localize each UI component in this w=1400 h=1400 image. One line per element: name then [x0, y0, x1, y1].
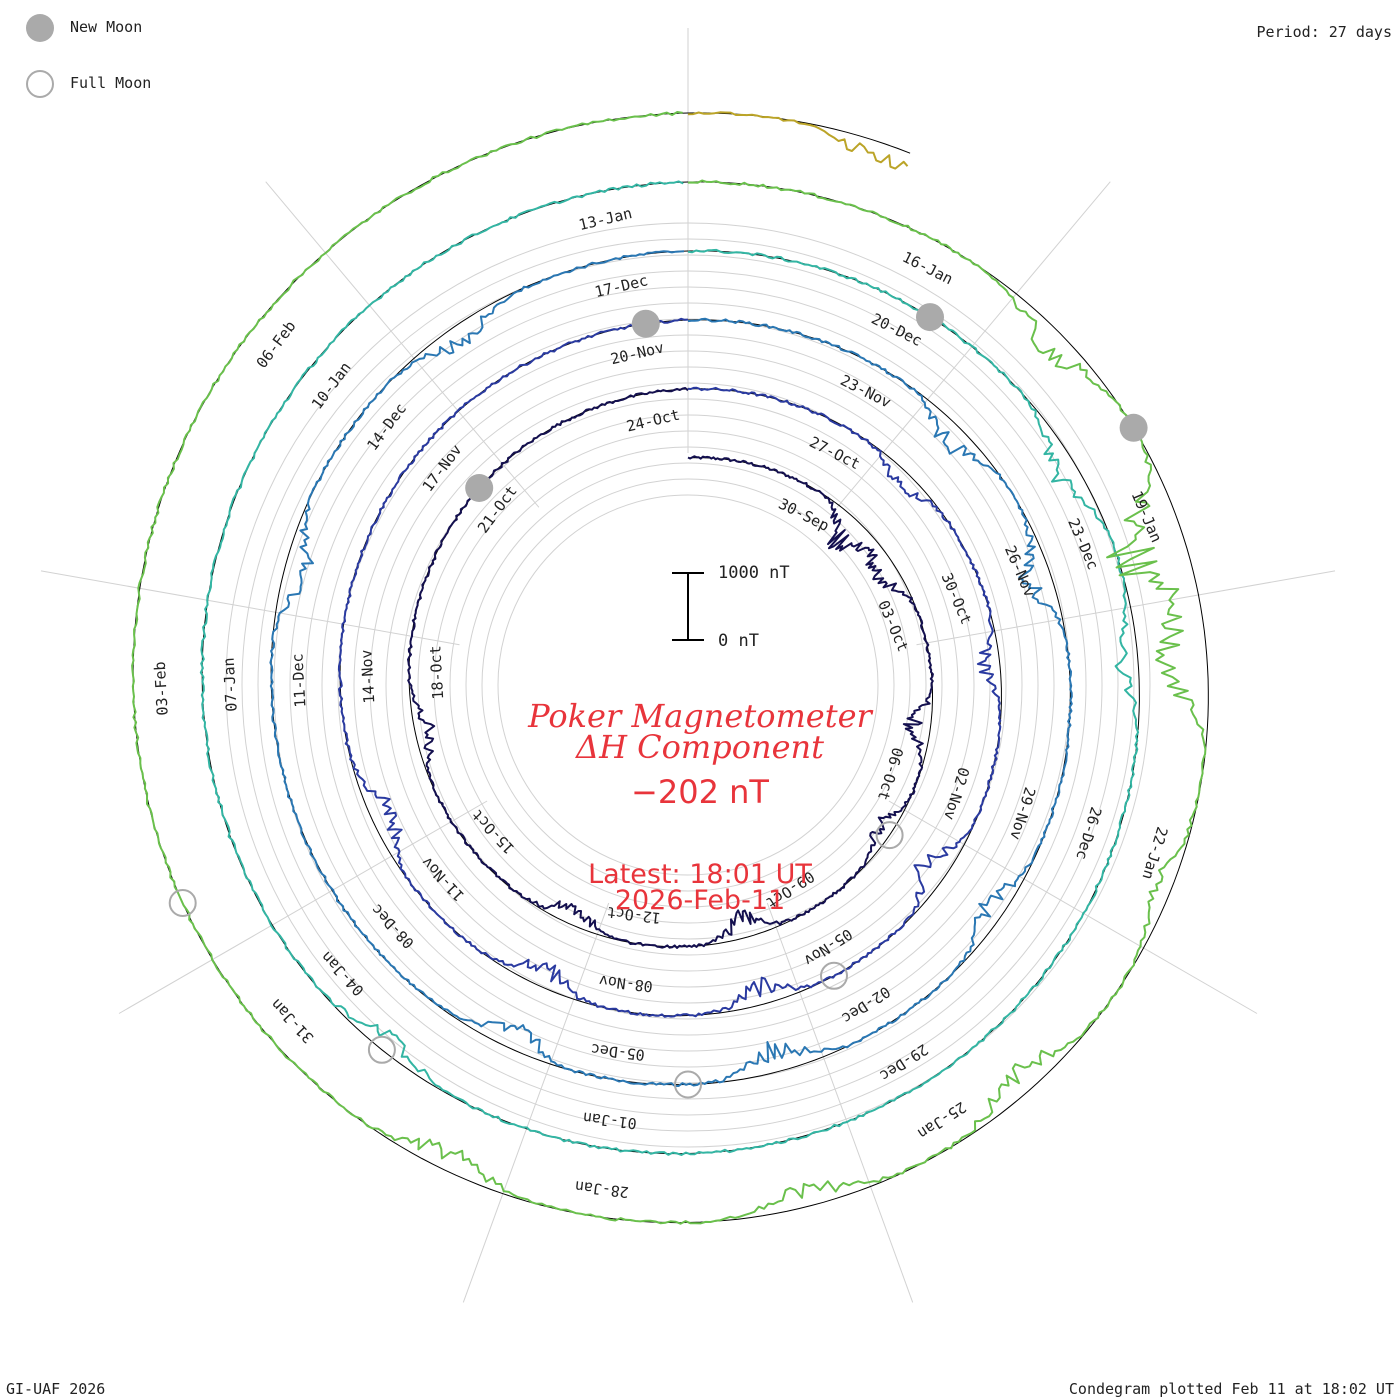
scale-bar [672, 572, 704, 641]
current-value: −202 nT [631, 773, 769, 811]
date-label: 02-Dec [838, 983, 893, 1028]
date-label: 18-Oct [426, 645, 447, 700]
chart-title-line2: ΔH Component [575, 728, 825, 766]
new-moon-marker [916, 303, 944, 332]
date-label: 01-Jan [582, 1109, 638, 1133]
date-label: 14-Nov [357, 649, 378, 704]
grid-spoke [118, 800, 488, 1014]
latest-time: Latest: 18:01 UT [588, 859, 812, 890]
grid-ring [481, 478, 895, 892]
date-label: 03-Feb [151, 661, 172, 716]
new-moon-label: New Moon [70, 18, 143, 36]
date-label: 26-Nov [1001, 543, 1039, 600]
polar-grid [40, 28, 1336, 1303]
date-label: 17-Dec [593, 271, 650, 301]
date-label: 23-Dec [1064, 516, 1102, 573]
date-label: 26-Dec [1072, 805, 1105, 862]
new-moon-marker [465, 474, 494, 502]
grid-spoke [40, 570, 460, 646]
date-label: 10-Jan [308, 359, 355, 413]
new-moon-marker [631, 309, 660, 338]
full-moon-marker [875, 821, 904, 850]
date-label: 17-Nov [419, 441, 466, 495]
new-moon-marker [1119, 413, 1148, 442]
date-label: 30-Oct [938, 570, 976, 627]
full-moon-marker [367, 1035, 396, 1064]
date-label: 30-Sep [776, 495, 832, 535]
grid-ring [497, 494, 879, 876]
date-label: 15-Oct [468, 806, 518, 858]
date-label: 25-Jan [914, 1098, 969, 1143]
grid-spoke [766, 902, 914, 1303]
date-label: 05-Dec [590, 1040, 646, 1064]
trace-ring-3 [269, 250, 1073, 1087]
full-moon-marker [820, 961, 848, 990]
date-label: 03-Oct [874, 598, 912, 655]
grid-spoke [462, 902, 610, 1303]
date-label: 16-Jan [899, 248, 955, 288]
trace-ring-6 [687, 111, 909, 170]
plotted-timestamp: Condegram plotted Feb 11 at 18:02 UT [1068, 1380, 1394, 1398]
latest-date: 2026-Feb-11 [614, 885, 786, 916]
scale-top-label: 1000 nT [718, 563, 790, 583]
full-moon-marker [168, 889, 197, 917]
trace-ring-1 [407, 387, 934, 949]
grid-spoke [836, 181, 1111, 508]
date-label: 06-Feb [253, 317, 300, 371]
date-label: 05-Nov [801, 925, 856, 970]
trace-ring-2 [337, 317, 1002, 1018]
credit-label: GI-UAF 2026 [6, 1380, 106, 1398]
moon-markers [168, 303, 1148, 1099]
chart-title-line1: Poker Magnetometer [528, 697, 872, 735]
date-label: 13-Jan [577, 204, 634, 234]
trace-ring-4 [199, 180, 1140, 1156]
date-label: 31-Jan [267, 995, 317, 1047]
scale-bottom-label: 0 nT [718, 631, 759, 651]
date-label: 29-Dec [876, 1040, 931, 1085]
date-label: 14-Dec [363, 400, 410, 454]
grid-spoke [888, 800, 1258, 1014]
grid-spoke [265, 181, 540, 508]
date-label: 28-Jan [574, 1177, 630, 1201]
new-moon-icon [26, 14, 54, 42]
date-label: 19-Jan [1128, 488, 1166, 545]
full-moon-label: Full Moon [70, 74, 152, 92]
date-label: 07-Jan [220, 657, 241, 712]
full-moon-marker [674, 1070, 702, 1099]
full-moon-icon [26, 70, 54, 98]
date-label: 11-Dec [288, 653, 309, 708]
grid-ring [465, 462, 911, 908]
period-label: Period: 27 days [1256, 23, 1392, 41]
date-label: 20-Nov [609, 338, 666, 368]
